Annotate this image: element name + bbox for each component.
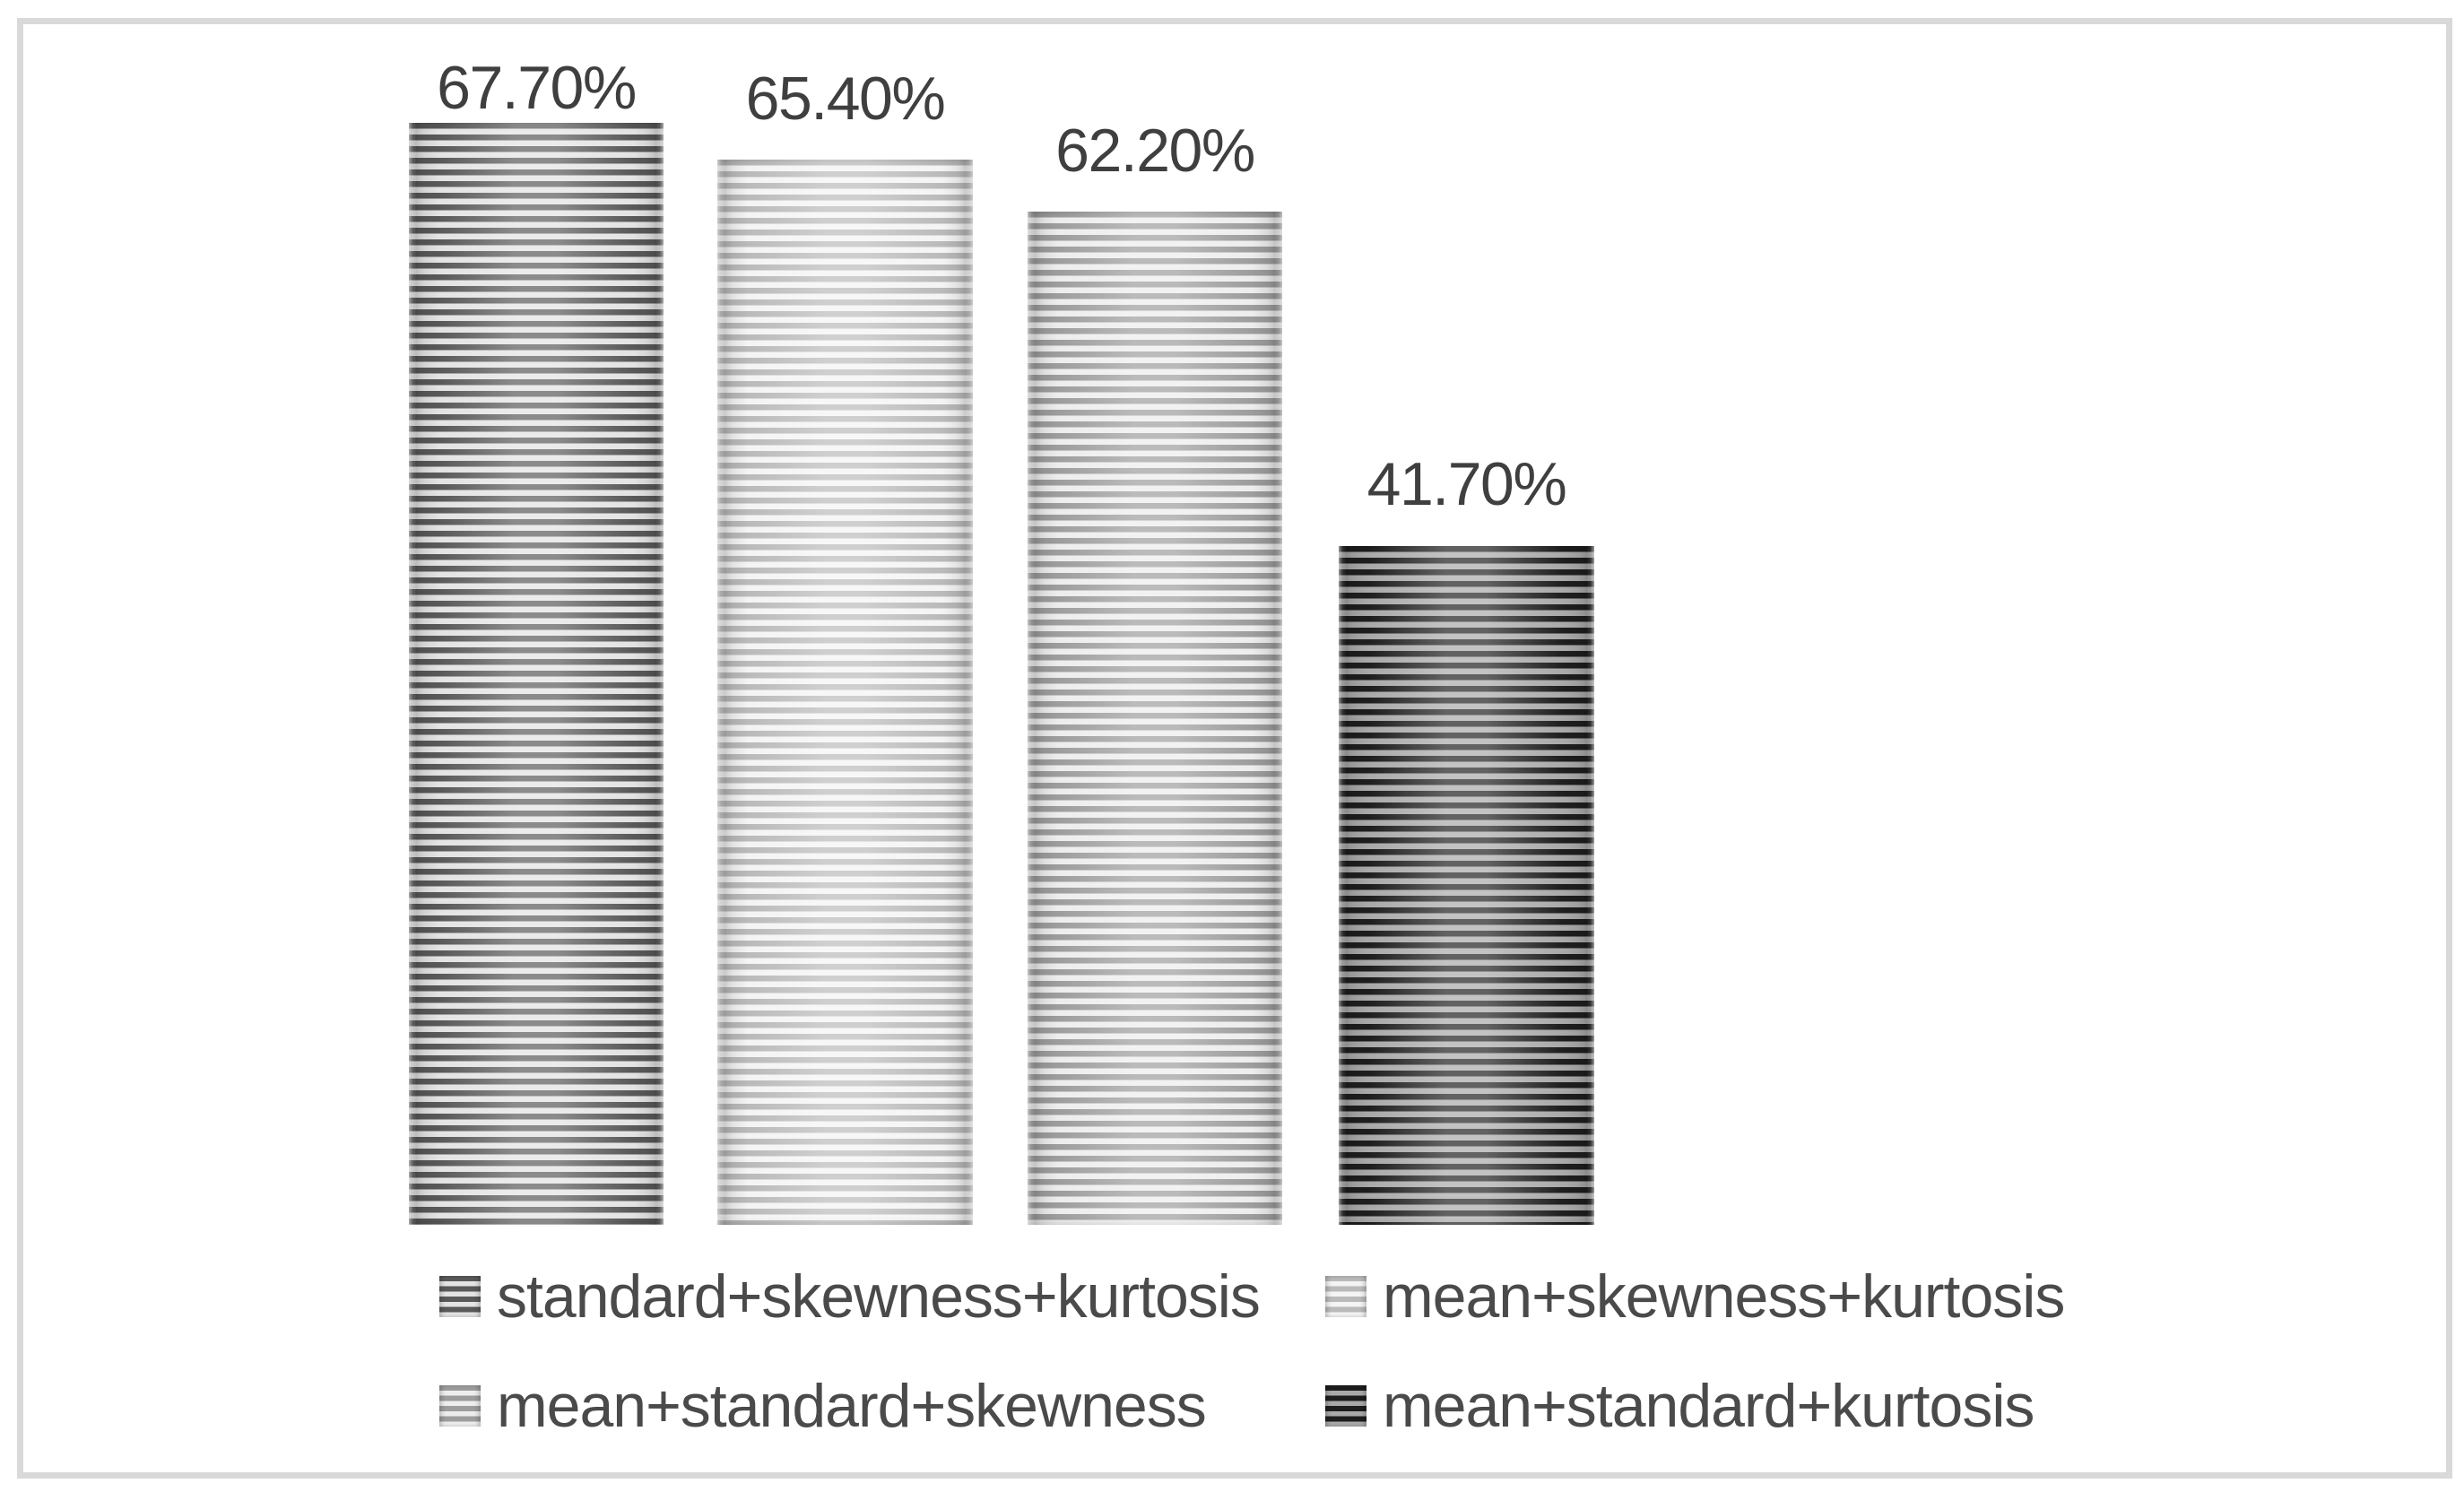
- legend-swatch-icon: [439, 1276, 481, 1317]
- bar-standard+skewness+kurtosis: [409, 123, 664, 1225]
- legend-label: mean+skewness+kurtosis: [1383, 1262, 2065, 1331]
- bar-mean+standard+skewness: [1028, 212, 1282, 1225]
- data-label: 41.70%: [1366, 450, 1567, 518]
- legend-swatch-icon: [1325, 1276, 1366, 1317]
- legend-swatch-icon: [1325, 1385, 1366, 1427]
- bar-mean+skewness+kurtosis: [717, 160, 973, 1225]
- data-label: 67.70%: [437, 54, 637, 122]
- plot-area: 67.70% 65.40% 62.20% 41.70%: [23, 24, 2446, 1472]
- bar-shading-overlay: [1339, 546, 1594, 1225]
- bar-mean+standard+kurtosis: [1339, 546, 1594, 1225]
- legend-label: mean+standard+skewness: [497, 1372, 1207, 1440]
- data-label: 62.20%: [1055, 117, 1255, 185]
- bar-shading-overlay: [717, 160, 973, 1225]
- legend-swatch-icon: [439, 1385, 481, 1427]
- chart-frame: 67.70% 65.40% 62.20% 41.70% standard+skewne…: [17, 18, 2452, 1479]
- legend-item-mean+skewness+kurtosis: mean+skewness+kurtosis: [1325, 1262, 2065, 1331]
- legend-item-mean+standard+skewness: mean+standard+skewness: [439, 1372, 1207, 1440]
- bar-shading-overlay: [409, 123, 664, 1225]
- data-label: 65.40%: [745, 65, 946, 133]
- bar-shading-overlay: [1028, 212, 1282, 1225]
- legend-label: standard+skewness+kurtosis: [497, 1262, 1261, 1331]
- legend-label: mean+standard+kurtosis: [1383, 1372, 2035, 1440]
- legend-item-standard+skewness+kurtosis: standard+skewness+kurtosis: [439, 1262, 1261, 1331]
- legend-item-mean+standard+kurtosis: mean+standard+kurtosis: [1325, 1372, 2035, 1440]
